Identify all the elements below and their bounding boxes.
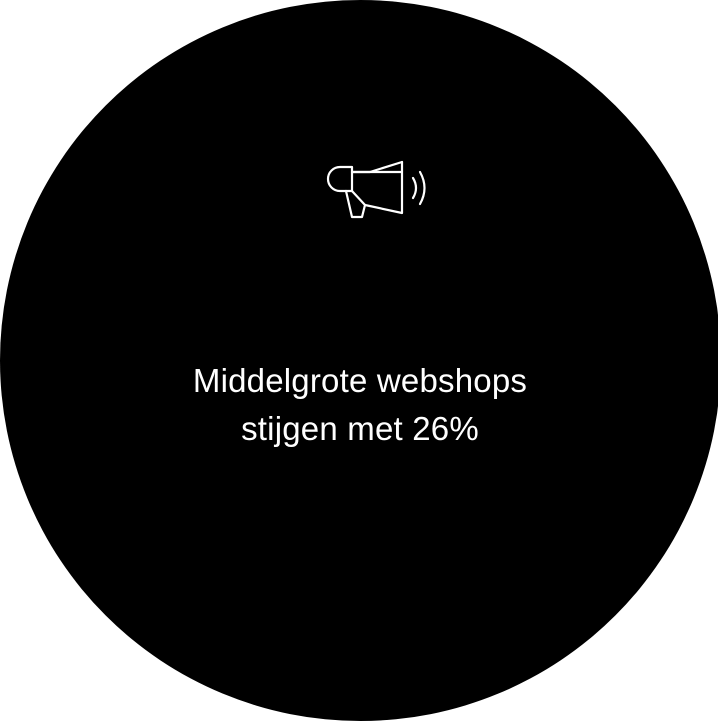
headline-line-1: Middelgrote webshops xyxy=(192,362,528,399)
headline: Middelgrote webshops stijgen met 26% xyxy=(60,357,660,453)
megaphone-icon xyxy=(326,160,438,226)
headline-line-2: stijgen met 26% xyxy=(241,410,479,447)
